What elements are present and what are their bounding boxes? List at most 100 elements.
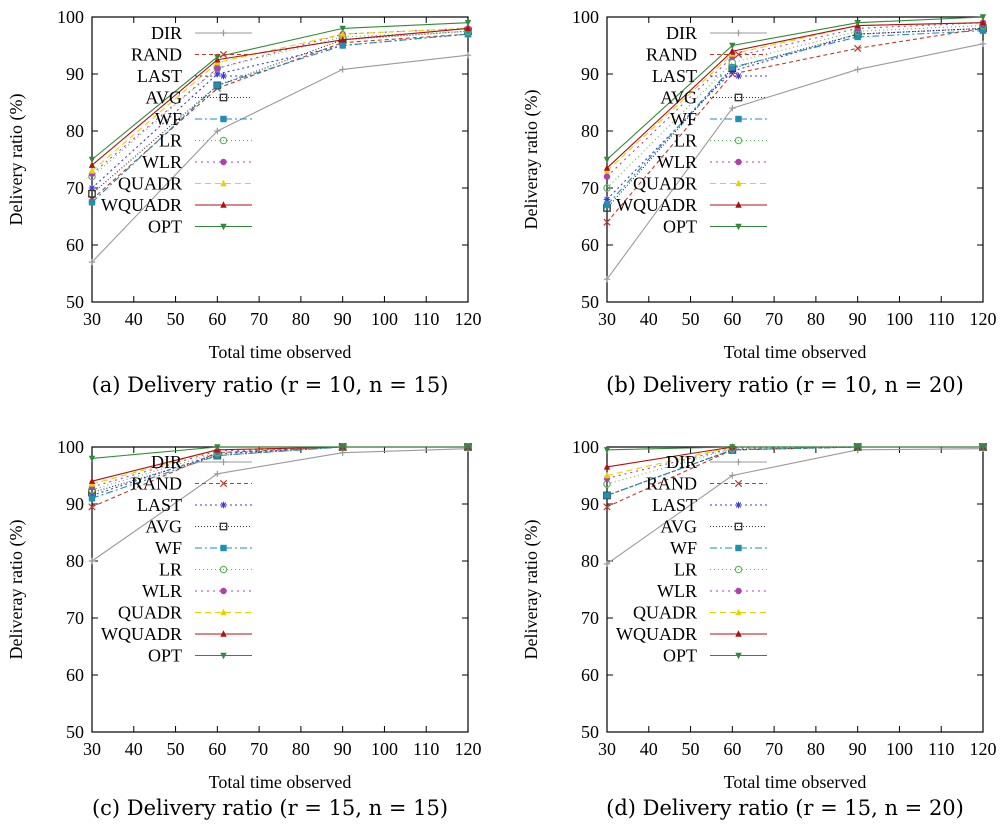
legend-label-quadr: QUADR (633, 174, 697, 194)
data-point-rand (854, 44, 862, 52)
x-tick-label: 30 (83, 739, 101, 759)
x-tick-label: 40 (125, 309, 143, 329)
legend-marker-avg (219, 522, 228, 531)
panel-caption: (c) Delivery ratio (r = 15, n = 15) (92, 796, 448, 820)
legend-marker-quadr (735, 608, 742, 616)
legend-marker-dir (220, 458, 227, 466)
series-wquadr (88, 24, 472, 168)
series-line-dir (91, 54, 469, 263)
x-tick-label: 100 (371, 739, 398, 759)
legend-label-dir: DIR (666, 23, 697, 43)
y-tick-label: 70 (581, 178, 599, 198)
series-line-opt (606, 16, 984, 160)
data-point-opt (339, 444, 346, 451)
x-tick-label: 90 (849, 739, 867, 759)
x-tick-label: 120 (455, 739, 482, 759)
x-tick-label: 100 (886, 309, 913, 329)
data-point-dir (88, 258, 96, 266)
series-line-opt (606, 446, 983, 451)
legend-marker-avg (219, 93, 228, 102)
legend-label-lr: LR (674, 131, 697, 151)
data-point-opt (729, 444, 736, 451)
legend-marker-wquadr (735, 630, 742, 637)
legend-label-lr: LR (159, 560, 182, 580)
legend-marker-wf (735, 544, 742, 552)
legend-label-dir: DIR (666, 452, 697, 472)
data-point-dir (339, 66, 346, 73)
data-point-opt (214, 54, 221, 61)
x-tick-label: 70 (765, 739, 783, 759)
series-line-wquadr (606, 446, 983, 468)
legend-marker-dir (735, 29, 742, 37)
legend-marker-wquadr (735, 201, 742, 208)
series-line-wf (91, 33, 469, 203)
series-line-lr (606, 446, 983, 485)
x-tick-label: 90 (334, 739, 352, 759)
y-tick-label: 60 (66, 235, 84, 255)
y-tick-label: 50 (66, 292, 84, 312)
legend-label-rand: RAND (646, 474, 697, 494)
data-point-wf (88, 199, 96, 206)
legend-label-wf: WF (670, 109, 697, 129)
data-point-dir (729, 105, 736, 112)
chart-panel-c: 30 40 50 60 70 80 90 100 110 120 50 60 70 80 90 100 Tota… (6, 437, 482, 820)
legend-marker-wf (735, 115, 742, 123)
y-tick-label: 100 (572, 437, 599, 457)
legend-label-opt: OPT (663, 217, 697, 237)
y-tick-label: 60 (581, 235, 599, 255)
legend-marker-dir (735, 458, 742, 466)
x-tick-label: 60 (208, 309, 226, 329)
x-tick-label: 40 (640, 739, 658, 759)
data-point-quadr (88, 167, 96, 174)
x-tick-label: 30 (598, 739, 616, 759)
x-tick-label: 80 (292, 739, 310, 759)
legend-marker-wf (220, 544, 227, 552)
data-point-wquadr (88, 477, 96, 484)
y-tick-label: 80 (66, 551, 84, 571)
legend-label-wlr: WLR (142, 152, 182, 172)
series-line-wf (606, 30, 984, 206)
x-tick-label: 40 (125, 739, 143, 759)
series-line-opt (91, 22, 469, 160)
x-tick-label: 50 (682, 309, 700, 329)
y-tick-label: 70 (581, 608, 599, 628)
legend-label-wquadr: WQUADR (616, 624, 697, 644)
y-tick-label: 80 (66, 121, 84, 141)
x-tick-label: 90 (334, 309, 352, 329)
data-point-dir (214, 127, 221, 135)
legend-label-opt: OPT (663, 646, 697, 666)
legend-label-quadr: QUADR (118, 174, 182, 194)
series-opt (603, 444, 987, 454)
data-point-dir (603, 276, 611, 283)
legend-marker-rand (734, 50, 743, 59)
data-point-rand (603, 503, 611, 511)
data-point-dir (729, 472, 736, 479)
x-tick-label: 100 (886, 739, 913, 759)
data-point-opt (339, 25, 346, 33)
data-point-quadr (339, 30, 346, 37)
data-point-opt (603, 447, 611, 454)
series-opt (88, 20, 472, 164)
legend-marker-wlr (220, 158, 227, 166)
x-tick-label: 60 (723, 739, 741, 759)
x-tick-label: 60 (723, 309, 741, 329)
series-line-rand (606, 27, 984, 223)
data-point-wf (88, 495, 96, 502)
y-tick-label: 90 (581, 494, 599, 514)
y-axis-label: Deliveray ratio (%) (521, 90, 542, 230)
legend-marker-dir (220, 29, 227, 37)
y-axis-label: Deliveray ratio (%) (521, 520, 542, 660)
x-tick-label: 80 (807, 309, 825, 329)
data-point-rand (88, 503, 96, 511)
data-point-wquadr (88, 161, 96, 168)
data-point-opt (88, 156, 96, 164)
legend-label-wquadr: WQUADR (101, 195, 182, 215)
legend-label-avg: AVG (660, 88, 697, 108)
data-point-opt (854, 20, 861, 27)
legend-marker-opt (220, 223, 227, 231)
data-point-wf (603, 492, 611, 499)
legend-label-last: LAST (137, 66, 182, 86)
data-point-lr (603, 184, 611, 192)
